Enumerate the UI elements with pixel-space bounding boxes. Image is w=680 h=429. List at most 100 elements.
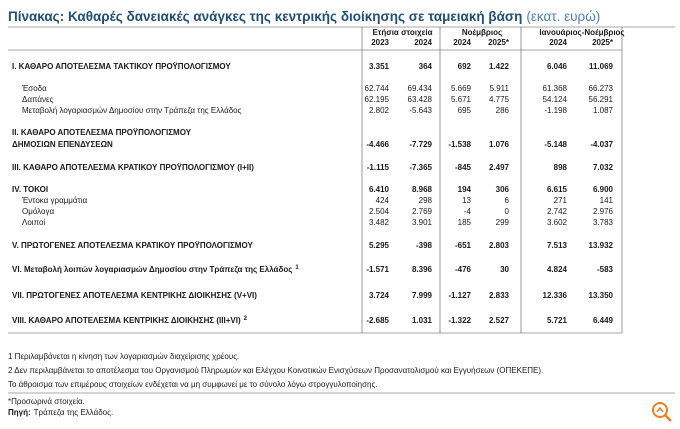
cell-value: 2.769 xyxy=(412,207,433,216)
cell-value: -1.571 xyxy=(366,265,389,274)
row-label-text: V. ΠΡΩΤΟΓΕΝΕΣ ΑΠΟΤΕΛΕΣΜΑ ΚΡΑΤΙΚΟΥ ΠΡΟΫΠΟ… xyxy=(12,241,253,250)
cell-value: 2.742 xyxy=(547,207,568,216)
cell-value: -4.037 xyxy=(590,140,613,149)
cell-value: 62.744 xyxy=(365,84,390,93)
cell-value: 4.775 xyxy=(489,95,510,104)
cell-value: -7.729 xyxy=(409,140,432,149)
row-label-text: Ομόλογα xyxy=(22,207,54,216)
cell-value: 4.824 xyxy=(547,265,568,274)
cell-value: -1.322 xyxy=(448,316,471,325)
column-year: 2024 xyxy=(414,38,432,47)
cell-value: 185 xyxy=(458,218,472,227)
row-label: Έντοκα γραμμάτια xyxy=(21,196,87,205)
cell-value: 5.911 xyxy=(490,84,510,93)
cell-value: 2.527 xyxy=(489,316,510,325)
cell-value: 1.422 xyxy=(489,62,510,71)
row-label: VII. ΠΡΩΤΟΓΕΝΕΣ ΑΠΟΤΕΛΕΣΜΑ ΚΕΝΤΡΙΚΗΣ ΔΙΟ… xyxy=(12,291,257,300)
cell-value: 1.087 xyxy=(593,106,614,115)
row-label: IV. ΤΟΚΟΙ xyxy=(12,185,48,194)
column-year: 2024 xyxy=(549,38,567,47)
row-label: VIII. ΚΑΘΑΡΟ ΑΠΟΤΕΛΕΣΜΑ ΚΕΝΤΡΙΚΗΣ ΔΙΟΙΚΗ… xyxy=(12,316,248,326)
cell-value: 141 xyxy=(600,196,614,205)
cell-value: 5.671 xyxy=(451,95,472,104)
cell-value: 364 xyxy=(419,62,433,71)
cell-value: 8.396 xyxy=(412,265,433,274)
cell-value: -2.685 xyxy=(366,316,389,325)
footnote: 2 Δεν περιλαμβάνεται το αποτέλεσμα του Ο… xyxy=(8,366,543,375)
cell-value: 3.783 xyxy=(593,218,614,227)
footnote-marker: 1 xyxy=(295,265,299,271)
cell-value: -4.466 xyxy=(366,140,389,149)
provisional-note: *Προσωρινά στοιχεία. xyxy=(8,397,85,406)
footnote-marker: 2 xyxy=(244,316,248,322)
cell-value: 194 xyxy=(458,185,472,194)
cell-value: 298 xyxy=(419,196,433,205)
row-label-text: ΔΗΜΟΣΙΩΝ ΕΠΕΝΔΥΣΕΩΝ xyxy=(12,140,113,149)
cell-value: 6.449 xyxy=(593,316,614,325)
cell-value: 6 xyxy=(505,196,510,205)
cell-value: 69.434 xyxy=(408,84,433,93)
cell-value: 13.932 xyxy=(589,241,614,250)
column-group-label: Ιανουάριος-Νοέμβριος xyxy=(539,28,624,37)
cell-value: 2.976 xyxy=(593,207,614,216)
cell-value: -651 xyxy=(455,241,472,250)
row-label-text: Έντοκα γραμμάτια xyxy=(21,196,87,205)
column-year: 2024 xyxy=(453,38,471,47)
cell-value: 286 xyxy=(496,106,510,115)
cell-value: 56.291 xyxy=(589,95,614,104)
row-label-text: I. ΚΑΘΑΡΟ ΑΠΟΤΕΛΕΣΜΑ ΤΑΚΤΙΚΟΥ ΠΡΟΫΠΟΛΟΓΙ… xyxy=(12,62,231,71)
cell-value: 3.351 xyxy=(369,62,390,71)
source-text: Τράπεζα της Ελλάδος. xyxy=(34,408,114,417)
column-year: 2025* xyxy=(592,38,614,47)
row-label: V. ΠΡΩΤΟΓΕΝΕΣ ΑΠΟΤΕΛΕΣΜΑ ΚΡΑΤΙΚΟΥ ΠΡΟΫΠΟ… xyxy=(12,241,253,250)
cell-value: 692 xyxy=(458,62,472,71)
cell-value: 2.802 xyxy=(369,106,390,115)
row-label-text: VI. Μεταβολή λοιπών λογαριασμών Δημοσίου… xyxy=(12,265,292,274)
cell-value: -1.198 xyxy=(544,106,567,115)
cell-value: 6.615 xyxy=(547,185,568,194)
cell-value: 54.124 xyxy=(543,95,568,104)
title-unit: (εκατ. ευρώ) xyxy=(526,9,600,24)
cell-value: 2.833 xyxy=(489,291,510,300)
column-group-label: Νοέμβριος xyxy=(462,28,502,37)
cell-value: -4 xyxy=(464,207,472,216)
cell-value: 7.032 xyxy=(593,163,614,172)
row-label-text: II. ΚΑΘΑΡΟ ΑΠΟΤΕΛΕΣΜΑ ΠΡΟΫΠΟΛΟΓΙΣΜΟΥ xyxy=(12,128,192,137)
cell-value: 61.368 xyxy=(543,84,568,93)
row-label-text: Λοιποί xyxy=(22,218,45,227)
row-label: Λοιποί xyxy=(22,218,45,227)
cell-value: 3.482 xyxy=(369,218,390,227)
cell-value: 1.031 xyxy=(412,316,433,325)
row-label: Ομόλογα xyxy=(22,207,54,216)
cell-value: 3.724 xyxy=(369,291,390,300)
cell-value: 13 xyxy=(462,196,471,205)
cell-value: 5.721 xyxy=(547,316,568,325)
column-year: 2025* xyxy=(488,38,510,47)
row-label: II. ΚΑΘΑΡΟ ΑΠΟΤΕΛΕΣΜΑ ΠΡΟΫΠΟΛΟΓΙΣΜΟΥ xyxy=(12,128,192,137)
column-year: 2023 xyxy=(371,38,389,47)
cell-value: -7.365 xyxy=(409,163,432,172)
cell-value: 424 xyxy=(376,196,390,205)
footnote: Το άθροισμα των επιμέρους στοιχείων ενδέ… xyxy=(8,380,378,389)
cell-value: 11.069 xyxy=(589,62,614,71)
cell-value: 62.195 xyxy=(365,95,390,104)
row-label: Δαπάνες xyxy=(22,95,54,104)
cell-value: 3.901 xyxy=(412,218,433,227)
row-label: Έσοδα xyxy=(21,84,47,93)
row-label-text: Έσοδα xyxy=(21,84,47,93)
cell-value: -398 xyxy=(416,241,433,250)
cell-value: 2.497 xyxy=(489,163,510,172)
cell-value: 2.803 xyxy=(489,241,510,250)
title: Πίνακας: Καθαρές δανειακές ανάγκες της κ… xyxy=(8,9,600,24)
cell-value: 5.295 xyxy=(369,241,390,250)
cell-value: 0 xyxy=(505,207,510,216)
cell-value: 8.968 xyxy=(412,185,433,194)
row-label-text: VII. ΠΡΩΤΟΓΕΝΕΣ ΑΠΟΤΕΛΕΣΜΑ ΚΕΝΤΡΙΚΗΣ ΔΙΟ… xyxy=(12,291,257,300)
row-label-text: Δαπάνες xyxy=(22,95,54,104)
cell-value: 6.900 xyxy=(593,185,614,194)
cell-value: 5.669 xyxy=(451,84,472,93)
row-label: Μεταβολή λογαριασμών Δημοσίου στην Τράπε… xyxy=(22,106,242,115)
cell-value: 66.273 xyxy=(589,84,614,93)
cell-value: 6.410 xyxy=(369,185,390,194)
row-label-text: III. ΚΑΘΑΡΟ ΑΠΟΤΕΛΕΣΜΑ ΚΡΑΤΙΚΟΥ ΠΡΟΫΠΟΛΟ… xyxy=(12,163,254,172)
